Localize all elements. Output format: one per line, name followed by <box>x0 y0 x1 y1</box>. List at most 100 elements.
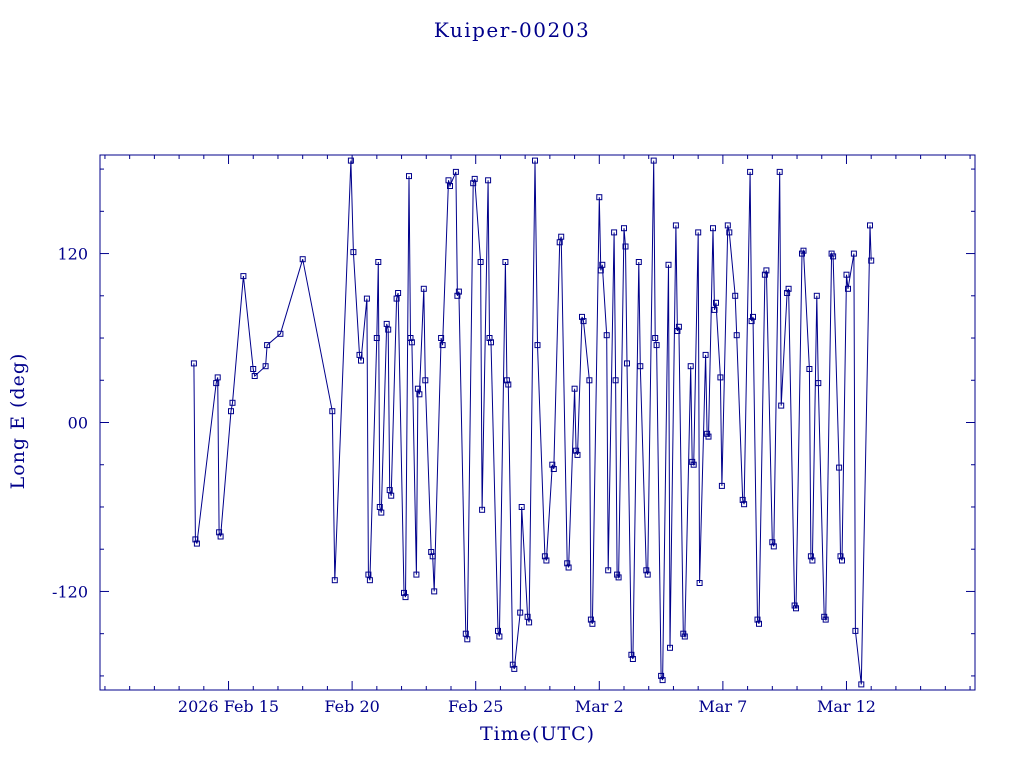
data-point-marker <box>378 509 385 516</box>
data-point-marker <box>603 332 610 339</box>
data-point-marker <box>502 259 509 265</box>
data-point-marker <box>573 447 580 454</box>
data-point-marker <box>558 233 565 240</box>
data-point-marker <box>217 533 224 540</box>
x-axis-label: Time(UTC) <box>479 723 596 745</box>
data-point-marker <box>363 295 370 302</box>
data-point-marker <box>705 433 712 440</box>
data-point-marker <box>488 339 494 346</box>
data-point-marker <box>726 229 733 236</box>
data-point-marker <box>564 560 571 567</box>
data-point-marker <box>822 616 829 623</box>
data-point-marker <box>711 306 718 313</box>
data-point-marker <box>429 553 436 560</box>
data-point-marker <box>637 363 644 370</box>
data-line <box>193 160 872 685</box>
data-point-marker <box>190 360 197 367</box>
data-point-marker <box>612 377 619 384</box>
data-point-marker <box>776 168 783 175</box>
data-point-marker <box>580 318 587 325</box>
data-point-marker <box>428 549 435 555</box>
data-point-marker <box>534 342 541 349</box>
data-point-marker <box>452 168 459 175</box>
data-point-marker <box>385 326 392 333</box>
data-point-marker <box>809 557 816 564</box>
data-point-marker <box>447 183 453 189</box>
data-point-marker <box>401 589 407 596</box>
data-point-marker <box>331 577 338 584</box>
data-point-marker <box>784 290 791 296</box>
data-point-marker <box>778 402 785 409</box>
data-point-marker <box>408 339 415 346</box>
data-point-marker <box>565 564 572 571</box>
data-point-marker <box>658 672 665 679</box>
data-point-marker <box>650 157 657 164</box>
data-point-marker <box>431 588 438 595</box>
data-point-marker <box>839 557 845 564</box>
data-point-marker <box>571 385 578 392</box>
data-point-marker <box>485 177 492 184</box>
data-point-marker <box>599 261 606 268</box>
data-point-marker <box>375 259 382 265</box>
data-point-marker <box>830 253 837 260</box>
data-point-marker <box>526 619 533 626</box>
data-point-marker <box>690 461 697 468</box>
data-point-marker <box>213 380 220 387</box>
data-point-marker <box>739 496 746 503</box>
data-point-marker <box>250 366 257 372</box>
data-point-marker <box>216 529 223 536</box>
data-point-marker <box>785 285 792 292</box>
data-point-marker <box>624 360 630 367</box>
data-point-marker <box>695 229 702 236</box>
data-point-marker <box>858 681 865 688</box>
data-point-marker <box>192 536 199 543</box>
data-point-marker <box>815 380 822 387</box>
data-point-marker <box>717 374 724 381</box>
data-point-marker <box>644 571 651 578</box>
data-point-marker <box>464 636 471 643</box>
x-tick-label: Feb 20 <box>324 697 379 716</box>
data-point-marker <box>754 616 761 623</box>
x-tick-label: Mar 2 <box>575 697 624 716</box>
data-point-marker <box>503 377 510 384</box>
data-point-marker <box>813 292 820 299</box>
data-point-marker <box>454 292 461 299</box>
data-point-marker <box>732 292 739 299</box>
data-point-marker <box>741 501 748 508</box>
data-point-marker <box>420 285 427 292</box>
data-point-marker <box>850 250 857 257</box>
data-point-marker <box>373 335 380 341</box>
data-point-marker <box>414 385 421 392</box>
data-point-marker <box>416 391 423 398</box>
data-point-marker <box>214 374 221 381</box>
data-point-marker <box>750 313 756 320</box>
data-point-marker <box>329 408 336 415</box>
data-point-marker <box>438 335 445 341</box>
data-point-marker <box>471 175 478 182</box>
data-point-marker <box>524 613 531 620</box>
data-point-marker <box>356 351 363 358</box>
data-point-marker <box>445 177 452 184</box>
data-point-marker <box>251 373 258 379</box>
data-point-marker <box>733 332 740 339</box>
data-point-marker <box>264 342 271 349</box>
data-point-marker <box>724 222 731 229</box>
data-point-marker <box>621 225 627 232</box>
data-point-marker <box>455 288 462 295</box>
data-point-marker <box>635 259 642 265</box>
data-point-marker <box>605 567 612 574</box>
data-point-marker <box>659 677 666 684</box>
data-point-marker <box>793 605 799 612</box>
data-point-marker <box>495 627 501 634</box>
data-point-marker <box>667 644 673 651</box>
data-point-marker <box>347 157 354 164</box>
data-point-marker <box>836 464 843 471</box>
data-point-marker <box>549 461 556 468</box>
data-point-marker <box>386 487 393 494</box>
data-point-marker <box>770 543 777 550</box>
data-point-marker <box>653 342 660 349</box>
data-point-marker <box>550 466 557 472</box>
data-point-marker <box>376 504 383 510</box>
data-markers <box>190 157 875 688</box>
